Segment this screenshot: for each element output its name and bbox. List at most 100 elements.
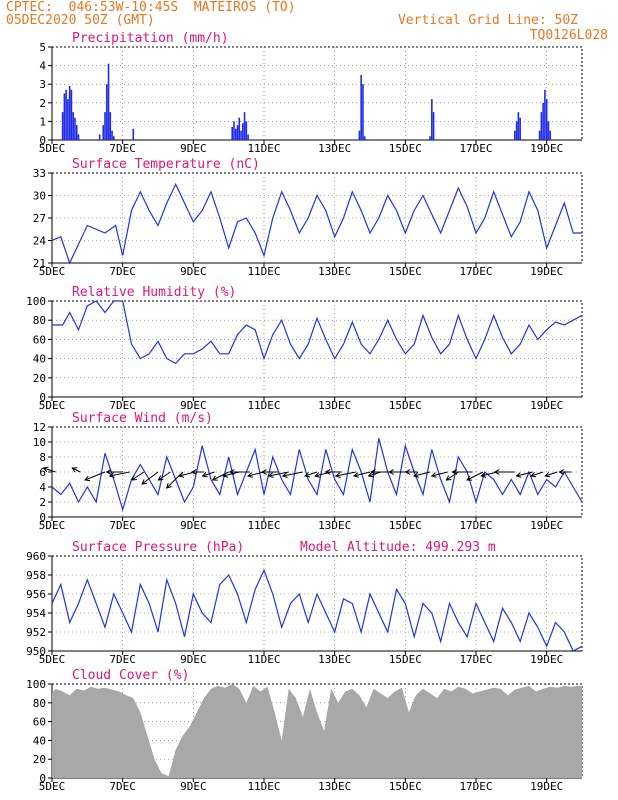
rh-ytick-label: 40 [33, 353, 46, 366]
pres-xtick-label: 5DEC [39, 653, 66, 666]
wind-vector-head [228, 469, 235, 475]
rh-ytick-label: 20 [33, 372, 46, 385]
precip-bar [432, 112, 435, 140]
wind-vector [446, 471, 459, 481]
precip-bar [242, 123, 244, 140]
precip-bar [74, 117, 76, 140]
wind-vector-head [281, 472, 288, 478]
cloud-ytick-label: 80 [33, 697, 46, 710]
cloud-xtick-label: 5DEC [39, 780, 66, 793]
wind-vector-head [451, 469, 458, 475]
wind-vector [353, 471, 371, 477]
wind-xtick-label: 7DEC [109, 519, 136, 532]
pres-annotation: Model Altitude: 499.293 m [300, 540, 496, 555]
wind-vector-head [493, 469, 500, 475]
temp-xtick-label: 11DEC [247, 265, 280, 278]
cloud-xtick-label: 17DEC [459, 780, 492, 793]
wind-xtick-label: 11DEC [247, 519, 280, 532]
rh-series-line [52, 300, 583, 365]
header-grid-note: Vertical Grid Line: 50Z [397, 13, 578, 28]
temp-title: Surface Temperature (nC) [72, 157, 260, 172]
precip-frame [51, 46, 583, 141]
precip-bar [234, 128, 237, 140]
precip-bar [231, 126, 233, 140]
wind-vector [530, 471, 544, 477]
wind-vector-head [211, 475, 218, 481]
wind-vector-head [352, 472, 359, 478]
cloud-xtick-label: 19DEC [530, 780, 563, 793]
precip-bar [243, 112, 246, 140]
wind-vector [158, 471, 171, 481]
cloud-cover-area [52, 684, 582, 778]
temp-ytick-label: 27 [33, 212, 46, 225]
wind-ytick-label: 4 [39, 481, 46, 494]
pres-xtick-label: 19DEC [530, 653, 563, 666]
wind-vector [84, 471, 106, 481]
temp-xtick-label: 13DEC [318, 265, 351, 278]
wind-vector [315, 471, 332, 477]
temp-xtick-label: 19DEC [530, 265, 563, 278]
precip-title: Precipitation (mm/h) [72, 31, 229, 46]
wind-vector [268, 471, 289, 477]
cloud-ytick-label: 20 [33, 753, 46, 766]
pres-xtick-label: 11DEC [247, 653, 280, 666]
precip-bar [360, 74, 362, 140]
cloud-ytick-label: 40 [33, 734, 46, 747]
precip-bar [538, 130, 541, 140]
pres-ytick-label: 950 [26, 645, 46, 658]
pres-xtick-label: 7DEC [109, 653, 136, 666]
precip-bar [515, 121, 518, 140]
wind-ytick-label: 2 [39, 496, 46, 509]
precip-bar [545, 99, 548, 140]
wind-vector-head [190, 469, 197, 475]
precip-bar [517, 112, 520, 140]
rh-xtick-label: 17DEC [459, 399, 492, 412]
wind-vector [545, 471, 558, 477]
wind-vector [43, 467, 56, 473]
wind-vector-head [314, 472, 321, 478]
precip-bar [72, 112, 74, 140]
wind-vector-head [178, 472, 185, 478]
rh-title: Relative Humidity (%) [72, 285, 236, 300]
wind-xtick-label: 15DEC [389, 519, 422, 532]
precip-bar [240, 130, 242, 140]
precip-bar [245, 121, 248, 140]
wind-series-line [51, 438, 583, 512]
wind-vector [516, 471, 533, 477]
wind-title: Surface Wind (m/s) [72, 411, 213, 426]
rh-ytick-label: 60 [33, 333, 46, 346]
precip-bar [77, 134, 80, 140]
wind-ytick-label: 8 [39, 451, 46, 464]
wind-vector-head [413, 472, 420, 478]
precip-ytick-label: 2 [39, 97, 46, 110]
temp-ytick-label: 30 [33, 190, 46, 203]
wind-vector [481, 471, 498, 477]
precip-bar [111, 130, 113, 140]
rh-xtick-label: 15DEC [389, 399, 422, 412]
wind-vector-head [404, 469, 411, 475]
precip-bar [102, 125, 105, 140]
precip-bar [549, 130, 551, 140]
precip-ytick-label: 5 [39, 41, 46, 54]
wind-vector-head [157, 475, 164, 481]
wind-vector [223, 471, 240, 477]
rh-ytick-label: 100 [26, 295, 46, 308]
precip-xtick-label: 7DEC [109, 142, 136, 155]
precip-bar [113, 136, 115, 140]
precip-bar [542, 102, 544, 140]
precip-bar [514, 130, 516, 140]
precip-bar [98, 134, 101, 140]
precip-bar [519, 117, 521, 140]
temp-xtick-label: 15DEC [389, 265, 422, 278]
wind-vector-head [105, 469, 112, 475]
wind-vector-head [430, 472, 437, 478]
temp-ytick-label: 21 [33, 257, 46, 270]
wind-vector-head [130, 475, 137, 481]
wind-vector-head [246, 472, 253, 478]
wind-vector-head [515, 472, 522, 478]
temp-series-line [51, 182, 582, 265]
wind-vector [431, 471, 448, 477]
precip-xtick-label: 5DEC [39, 142, 66, 155]
wind-vector-head [367, 471, 374, 478]
